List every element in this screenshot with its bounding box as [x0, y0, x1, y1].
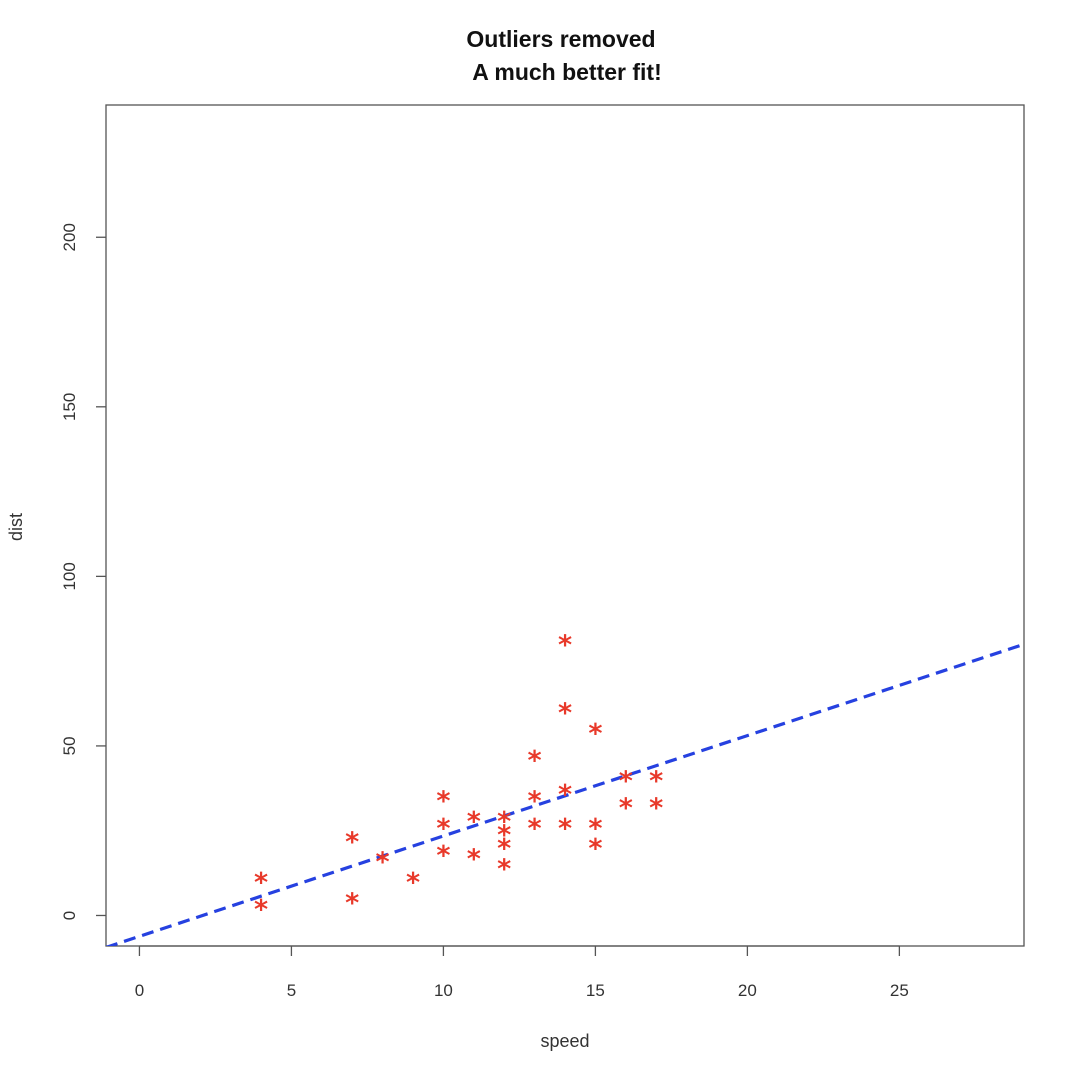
data-point: * [497, 834, 511, 865]
x-tick-label: 0 [135, 981, 144, 1000]
data-point: * [619, 793, 633, 824]
x-tick-label: 25 [890, 981, 909, 1000]
data-point: * [497, 854, 511, 885]
x-tick-label: 20 [738, 981, 757, 1000]
chart-subtitle: A much better fit! [472, 59, 662, 85]
chart-title: Outliers removed [466, 26, 655, 52]
data-point: * [528, 745, 542, 776]
data-point: * [376, 847, 390, 878]
data-point: * [436, 813, 450, 844]
data-point: * [649, 793, 663, 824]
x-tick-label: 15 [586, 981, 605, 1000]
data-point: * [528, 813, 542, 844]
data-point: * [558, 630, 572, 661]
data-point: * [588, 813, 602, 844]
data-point: * [588, 718, 602, 749]
data-point: * [436, 840, 450, 871]
data-point: * [467, 807, 481, 838]
data-point: * [345, 827, 359, 858]
data-point: * [345, 888, 359, 919]
data-point: * [558, 698, 572, 729]
data-point: * [497, 807, 511, 838]
data-point: * [588, 834, 602, 865]
x-tick-label: 5 [287, 981, 296, 1000]
y-axis-label: dist [6, 513, 26, 541]
data-point: * [619, 766, 633, 797]
data-point: * [528, 786, 542, 817]
y-tick-label: 0 [60, 911, 79, 920]
data-point: * [649, 766, 663, 797]
y-tick-label: 200 [60, 223, 79, 251]
data-point: * [436, 786, 450, 817]
y-tick-label: 150 [60, 393, 79, 421]
data-point: * [497, 820, 511, 851]
x-tick-label: 10 [434, 981, 453, 1000]
data-point: * [558, 779, 572, 810]
fit-line [106, 642, 1024, 946]
data-point: * [467, 844, 481, 875]
data-point: * [254, 895, 268, 926]
data-point: * [406, 868, 420, 899]
x-axis-label: speed [540, 1031, 589, 1051]
y-tick-label: 100 [60, 562, 79, 590]
y-tick-label: 50 [60, 736, 79, 755]
data-point: * [558, 813, 572, 844]
data-point: * [254, 868, 268, 899]
